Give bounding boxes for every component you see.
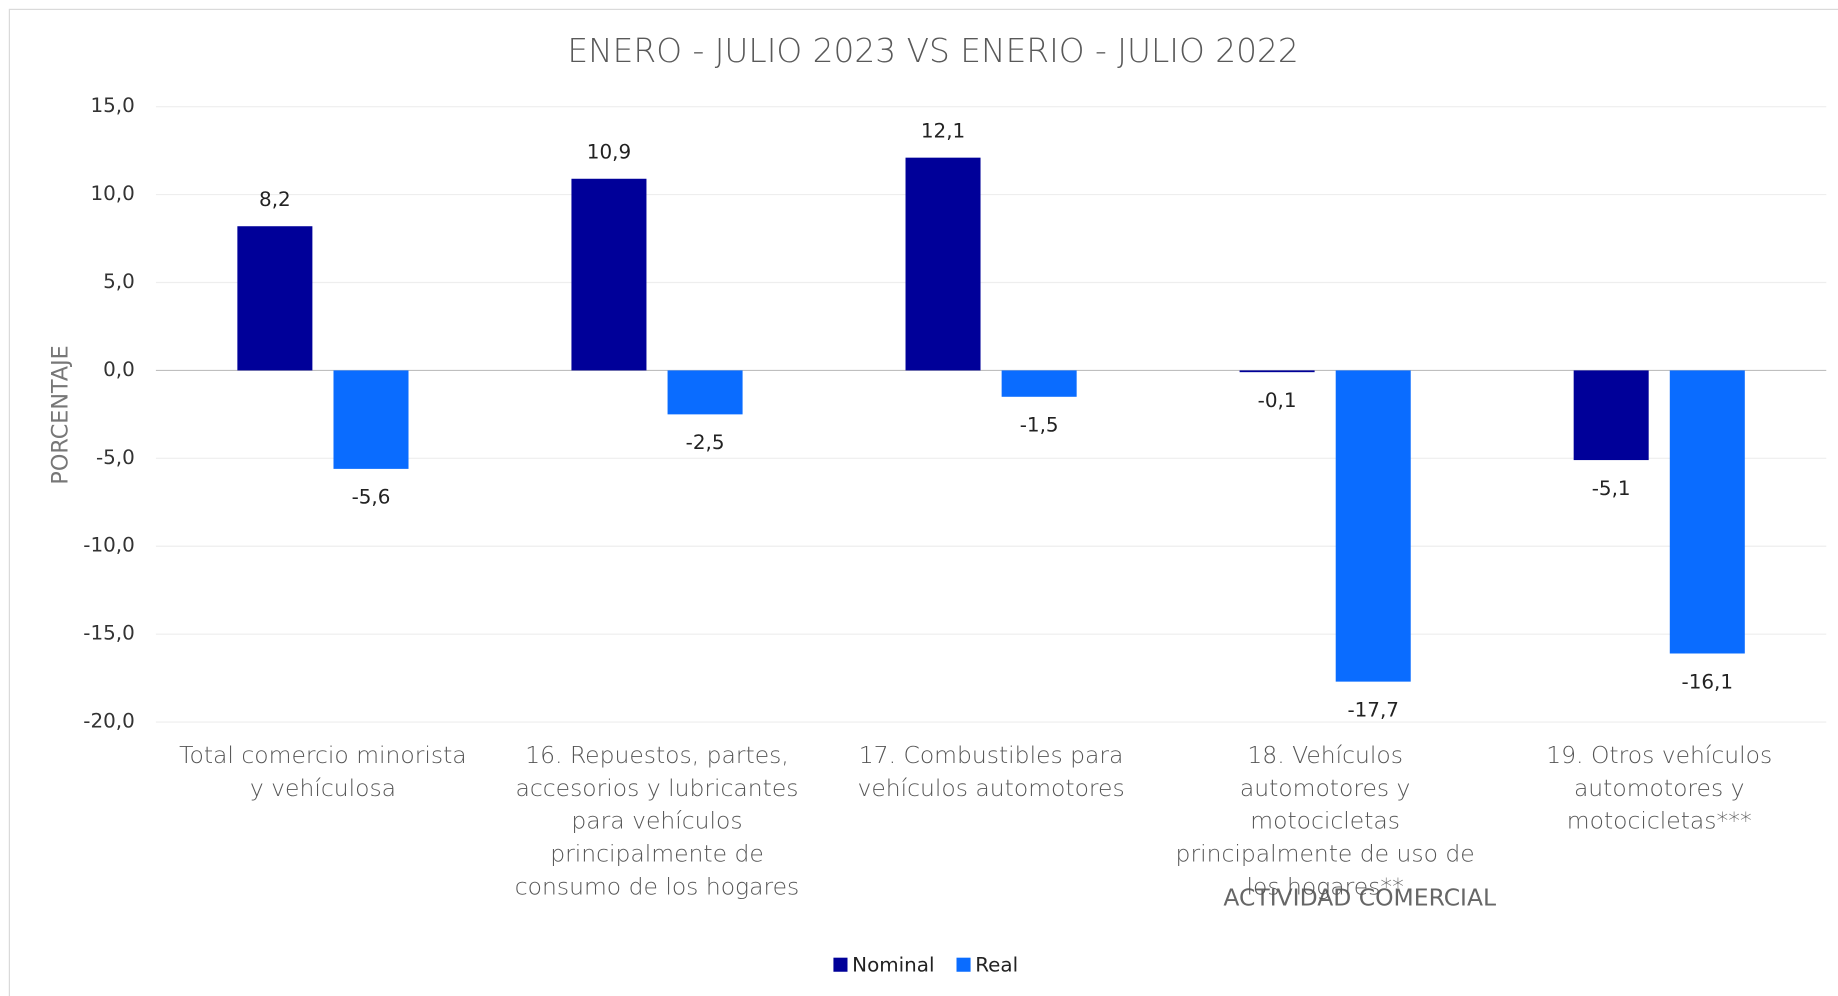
bar xyxy=(333,370,409,469)
legend-swatch xyxy=(956,957,971,972)
y-tick-label: 10,0 xyxy=(90,182,134,205)
x-tick-label: 17. Combustibles para vehículos automoto… xyxy=(857,740,1125,802)
y-tick-label: 5,0 xyxy=(103,270,135,293)
legend-label: Nominal xyxy=(852,953,934,976)
y-axis-title: PORCENTAJE xyxy=(47,345,73,484)
y-tick-label: 15,0 xyxy=(90,94,134,117)
y-tick-label: -10,0 xyxy=(83,534,135,557)
data-label: -17,7 xyxy=(1347,698,1399,721)
data-label: -0,1 xyxy=(1258,389,1297,412)
bar xyxy=(905,157,981,371)
legend-swatch xyxy=(833,957,848,972)
x-tick-label: 19. Otros vehículos automotores y motoci… xyxy=(1546,740,1773,835)
legend-label: Real xyxy=(975,953,1018,976)
y-tick-label: 0,0 xyxy=(103,358,135,381)
x-tick-label: Total comercio minorista y vehículosa xyxy=(179,740,467,802)
bar xyxy=(1669,370,1745,654)
x-axis-title: ACTIVIDAD COMERCIAL xyxy=(1223,884,1496,912)
bar xyxy=(1001,370,1077,397)
data-label: -16,1 xyxy=(1682,670,1734,693)
data-label: -2,5 xyxy=(686,431,725,454)
y-tick-label: -5,0 xyxy=(96,446,135,469)
data-label: 10,9 xyxy=(587,140,631,163)
data-label: 12,1 xyxy=(921,119,965,142)
y-tick-label: -15,0 xyxy=(83,622,135,645)
data-label: -5,1 xyxy=(1592,477,1631,500)
bar xyxy=(1335,370,1411,682)
bar xyxy=(667,370,743,415)
x-tick-label: 16. Repuestos, partes, accesorios y lubr… xyxy=(514,740,800,901)
data-label: -5,6 xyxy=(352,486,391,509)
data-label: 8,2 xyxy=(259,188,291,211)
chart-title: ENERO - JULIO 2023 VS ENERIO - JULIO 202… xyxy=(567,32,1298,70)
x-tick-label: 18. Vehículos automotores y motocicletas… xyxy=(1175,740,1475,901)
bar xyxy=(237,226,313,371)
bar xyxy=(1239,370,1315,373)
data-label: -1,5 xyxy=(1020,414,1059,437)
bar xyxy=(571,178,647,371)
chart-border xyxy=(8,8,1838,996)
y-tick-label: -20,0 xyxy=(83,710,135,733)
bar xyxy=(1573,370,1649,461)
